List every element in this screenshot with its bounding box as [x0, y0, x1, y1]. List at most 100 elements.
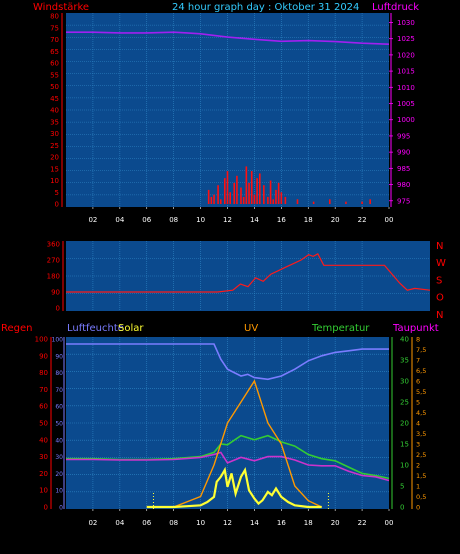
temperature-axis-tick: 35	[400, 357, 409, 365]
direction-axis-tick: 360	[47, 241, 60, 249]
rain-axis-tick: 90	[39, 352, 48, 360]
temperature-axis-tick: 0	[400, 504, 404, 512]
temperature-axis-tick: 10	[400, 462, 409, 470]
humidity-axis-tick: 80	[55, 370, 63, 377]
x-tick-label-bottom: 12	[223, 519, 232, 527]
x-tick-label-top: 18	[304, 216, 313, 224]
humidity-axis-tick: 70	[55, 387, 63, 394]
uv-axis-tick: 5,5	[416, 388, 426, 396]
x-tick-label-top: 10	[196, 216, 205, 224]
wind-axis-tick: 30	[50, 130, 59, 138]
x-tick-label-bottom: 16	[277, 519, 286, 527]
wind-bar	[242, 196, 245, 204]
uv-axis-tick: 2	[416, 462, 420, 470]
pressure-axis-tick: 995	[397, 132, 410, 140]
wind-axis-tick: 15	[50, 165, 59, 173]
left-axis-title: Windstärke	[33, 2, 89, 13]
uv-series-line	[146, 379, 322, 508]
dewpoint-series-line	[66, 451, 390, 482]
uv-axis-tick: 6,5	[416, 367, 426, 375]
uv-axis-tick: 7,5	[416, 346, 426, 354]
wind-axis-tick: 60	[50, 60, 59, 68]
x-tick-label-top: 22	[358, 216, 367, 224]
x-tick-label-top: 12	[223, 216, 232, 224]
rain-axis-tick: 20	[39, 470, 48, 478]
axis-layer: 0510152025303540455055606570758097598098…	[35, 13, 446, 528]
pressure-axis-tick: 1025	[397, 35, 415, 43]
wind-axis-tick: 70	[50, 36, 59, 44]
series-layer	[66, 31, 431, 509]
wind-axis-tick: 40	[50, 107, 59, 115]
temperature-axis-tick: 20	[400, 420, 409, 428]
x-tick-label-top: 00	[385, 216, 394, 224]
x-tick-label-bottom: 04	[115, 519, 124, 527]
temperature-axis-tick: 15	[400, 441, 409, 449]
wind-axis-tick: 45	[50, 95, 59, 103]
humidity-axis-tick: 90	[55, 353, 63, 360]
uv-axis-tick: 1,5	[416, 472, 426, 480]
pressure-axis-tick: 1015	[397, 68, 415, 76]
rain-axis-tick: 50	[39, 420, 48, 428]
x-tick-label-top: 06	[142, 216, 151, 224]
wind-bar	[250, 171, 253, 204]
wind-bar	[240, 187, 242, 204]
temperature-axis-tick: 30	[400, 378, 409, 386]
wind-bar	[210, 196, 213, 204]
pressure-axis-tick: 1020	[397, 51, 415, 59]
x-tick-label-top: 08	[169, 216, 178, 224]
uv-axis-tick: 4	[416, 420, 420, 428]
wind-axis-tick: 80	[50, 13, 59, 21]
wind-bar	[226, 171, 229, 204]
humidity-axis-tick: 50	[55, 421, 63, 428]
uv-axis-tick: 2,5	[416, 451, 426, 459]
wind-bar	[256, 178, 258, 204]
uv-axis-tick: 0,5	[416, 493, 426, 501]
x-tick-label-bottom: 14	[250, 519, 259, 527]
label-uv: UV	[244, 323, 258, 334]
x-tick-label-top: 04	[115, 216, 124, 224]
wind-bar	[259, 173, 261, 204]
wind-bar	[236, 175, 238, 204]
direction-series-line	[66, 252, 431, 293]
pressure-axis-tick: 1000	[397, 116, 415, 124]
humidity-axis-tick: 60	[55, 404, 63, 411]
wind-bar	[275, 189, 277, 204]
x-tick-label-bottom: 06	[142, 519, 151, 527]
label-regen: Regen	[1, 323, 33, 334]
solar-series-line	[146, 466, 322, 509]
x-tick-label-bottom: 20	[331, 519, 340, 527]
compass-label: W	[436, 258, 446, 269]
pressure-axis-tick: 1005	[397, 100, 415, 108]
wind-axis-tick: 5	[55, 189, 59, 197]
wind-axis-tick: 55	[50, 71, 59, 79]
wind-axis-tick: 10	[50, 177, 59, 185]
compass-label: N	[436, 241, 443, 252]
rain-axis-tick: 60	[39, 403, 48, 411]
direction-axis-tick: 90	[51, 289, 60, 297]
wind-bar	[229, 192, 231, 204]
wind-bar	[219, 199, 222, 204]
rain-axis-tick: 30	[39, 453, 48, 461]
x-tick-label-top: 20	[331, 216, 340, 224]
compass-label: O	[436, 293, 444, 304]
humidity-series-line	[66, 343, 389, 381]
rain-axis-tick: 100	[35, 336, 48, 344]
uv-axis-tick: 3	[416, 441, 420, 449]
right-axis-title: Luftdruck	[372, 2, 419, 13]
wind-bar	[224, 178, 226, 204]
direction-axis-tick: 0	[56, 305, 60, 313]
wind-bar	[267, 196, 269, 204]
chart-title: 24 hour graph day : Oktober 31 2024	[172, 2, 359, 13]
humidity-axis-tick: 30	[55, 454, 63, 461]
rain-axis-tick: 0	[44, 504, 48, 512]
wind-bar	[280, 192, 283, 204]
x-tick-label-top: 14	[250, 216, 259, 224]
uv-axis-tick: 5	[416, 399, 420, 407]
rain-axis-tick: 70	[39, 386, 48, 394]
x-tick-label-bottom: 08	[169, 519, 178, 527]
uv-axis-tick: 0	[416, 504, 420, 512]
wind-bar	[213, 194, 215, 204]
pressure-series-line	[66, 31, 390, 45]
x-tick-label-bottom: 18	[304, 519, 313, 527]
